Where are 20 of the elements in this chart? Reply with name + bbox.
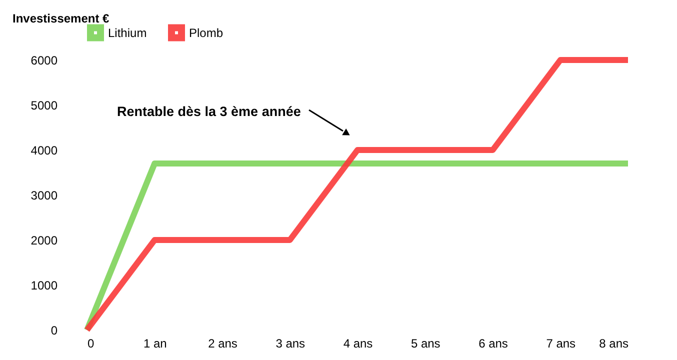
x-tick-label: 6 ans (478, 336, 508, 350)
x-tick-label: 3 ans (276, 336, 306, 350)
x-tick-label: 4 ans (343, 336, 373, 350)
y-axis-title: Investissement € (12, 12, 110, 26)
x-tick-label: 1 an (143, 336, 167, 350)
y-tick-label: 1000 (30, 278, 58, 292)
y-tick-label: 6000 (30, 54, 58, 68)
y-tick-label: 0 (50, 324, 58, 338)
legend-label: Lithium (108, 26, 147, 40)
x-tick-label: 8 ans (599, 336, 628, 350)
x-tick-label: 5 ans (410, 336, 440, 350)
y-tick-label: 2000 (30, 234, 58, 248)
y-tick-label: 3000 (30, 188, 58, 202)
y-tick-label: 4000 (30, 144, 58, 158)
x-tick-label: 7 ans (546, 336, 576, 350)
annotation: Rentable dès la 3 ème année (117, 104, 302, 119)
legend-label: Plomb (189, 26, 224, 40)
x-tick-label: 2 ans (208, 336, 238, 350)
x-tick-label: 0 (88, 336, 94, 350)
y-tick-label: 5000 (30, 98, 58, 112)
